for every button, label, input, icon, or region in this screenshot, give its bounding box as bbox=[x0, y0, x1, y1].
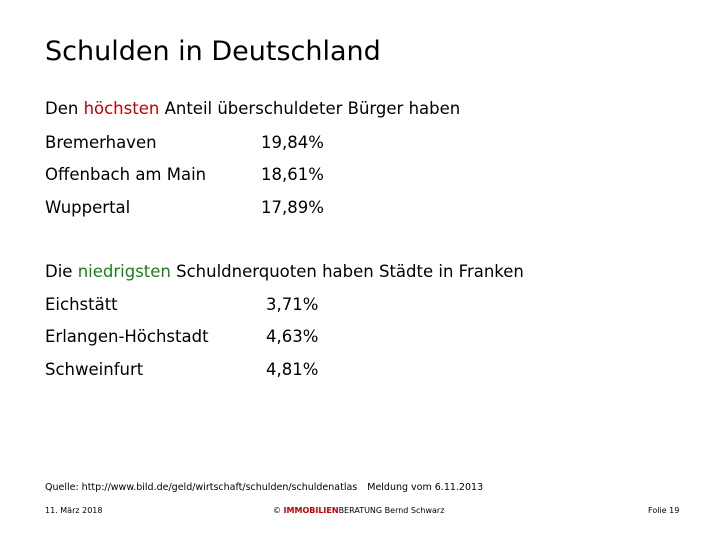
slide-number: Folie 19 bbox=[648, 506, 680, 515]
brand-rest: BERATUNG bbox=[338, 506, 383, 515]
city-name: Schweinfurt bbox=[45, 360, 144, 379]
lowest-row: Erlangen-Höchstadt 4,63% bbox=[45, 327, 505, 351]
lowest-row: Eichstätt 3,71% bbox=[45, 295, 505, 319]
debt-rate: 4,81% bbox=[266, 360, 319, 379]
debt-rate: 4,63% bbox=[266, 327, 319, 346]
debt-rate: 18,61% bbox=[261, 165, 324, 184]
city-name: Offenbach am Main bbox=[45, 165, 207, 184]
source-url: Quelle: http://www.bild.de/geld/wirtscha… bbox=[45, 482, 358, 493]
lowest-heading-highlight: niedrigsten bbox=[77, 262, 171, 281]
city-name: Wuppertal bbox=[45, 198, 131, 217]
city-name: Eichstätt bbox=[45, 295, 118, 314]
city-name: Bremerhaven bbox=[45, 133, 157, 152]
lowest-heading-pre: Die bbox=[45, 262, 78, 281]
debt-rate: 19,84% bbox=[261, 133, 324, 152]
footer-author: Bernd Schwarz bbox=[384, 506, 445, 515]
city-name: Erlangen-Höchstadt bbox=[45, 327, 209, 346]
footer-date: 11. März 2018 bbox=[45, 506, 103, 515]
highest-row: Wuppertal 17,89% bbox=[45, 198, 505, 222]
lowest-heading: Die niedrigsten Schuldnerquoten haben St… bbox=[45, 262, 524, 281]
highest-heading-post: Anteil überschuldeter Bürger haben bbox=[159, 99, 461, 118]
brand-highlight: IMMOBILIEN bbox=[283, 506, 339, 515]
slide-title: Schulden in Deutschland bbox=[45, 36, 381, 67]
copyright-symbol: © bbox=[273, 506, 281, 515]
highest-row: Offenbach am Main 18,61% bbox=[45, 165, 505, 189]
lowest-row: Schweinfurt 4,81% bbox=[45, 360, 505, 384]
highest-heading: Den höchsten Anteil überschuldeter Bürge… bbox=[45, 99, 460, 118]
highest-heading-pre: Den bbox=[45, 99, 84, 118]
debt-rate: 3,71% bbox=[266, 295, 319, 314]
source-line: Quelle: http://www.bild.de/geld/wirtscha… bbox=[45, 482, 483, 493]
footer-brand: © IMMOBILIENBERATUNG Bernd Schwarz bbox=[273, 506, 444, 515]
debt-rate: 17,89% bbox=[261, 198, 324, 217]
lowest-heading-post: Schuldnerquoten haben Städte in Franken bbox=[170, 262, 524, 281]
highest-row: Bremerhaven 19,84% bbox=[45, 133, 505, 157]
highest-heading-highlight: höchsten bbox=[83, 99, 160, 118]
source-date-note: Meldung vom 6.11.2013 bbox=[367, 482, 484, 493]
